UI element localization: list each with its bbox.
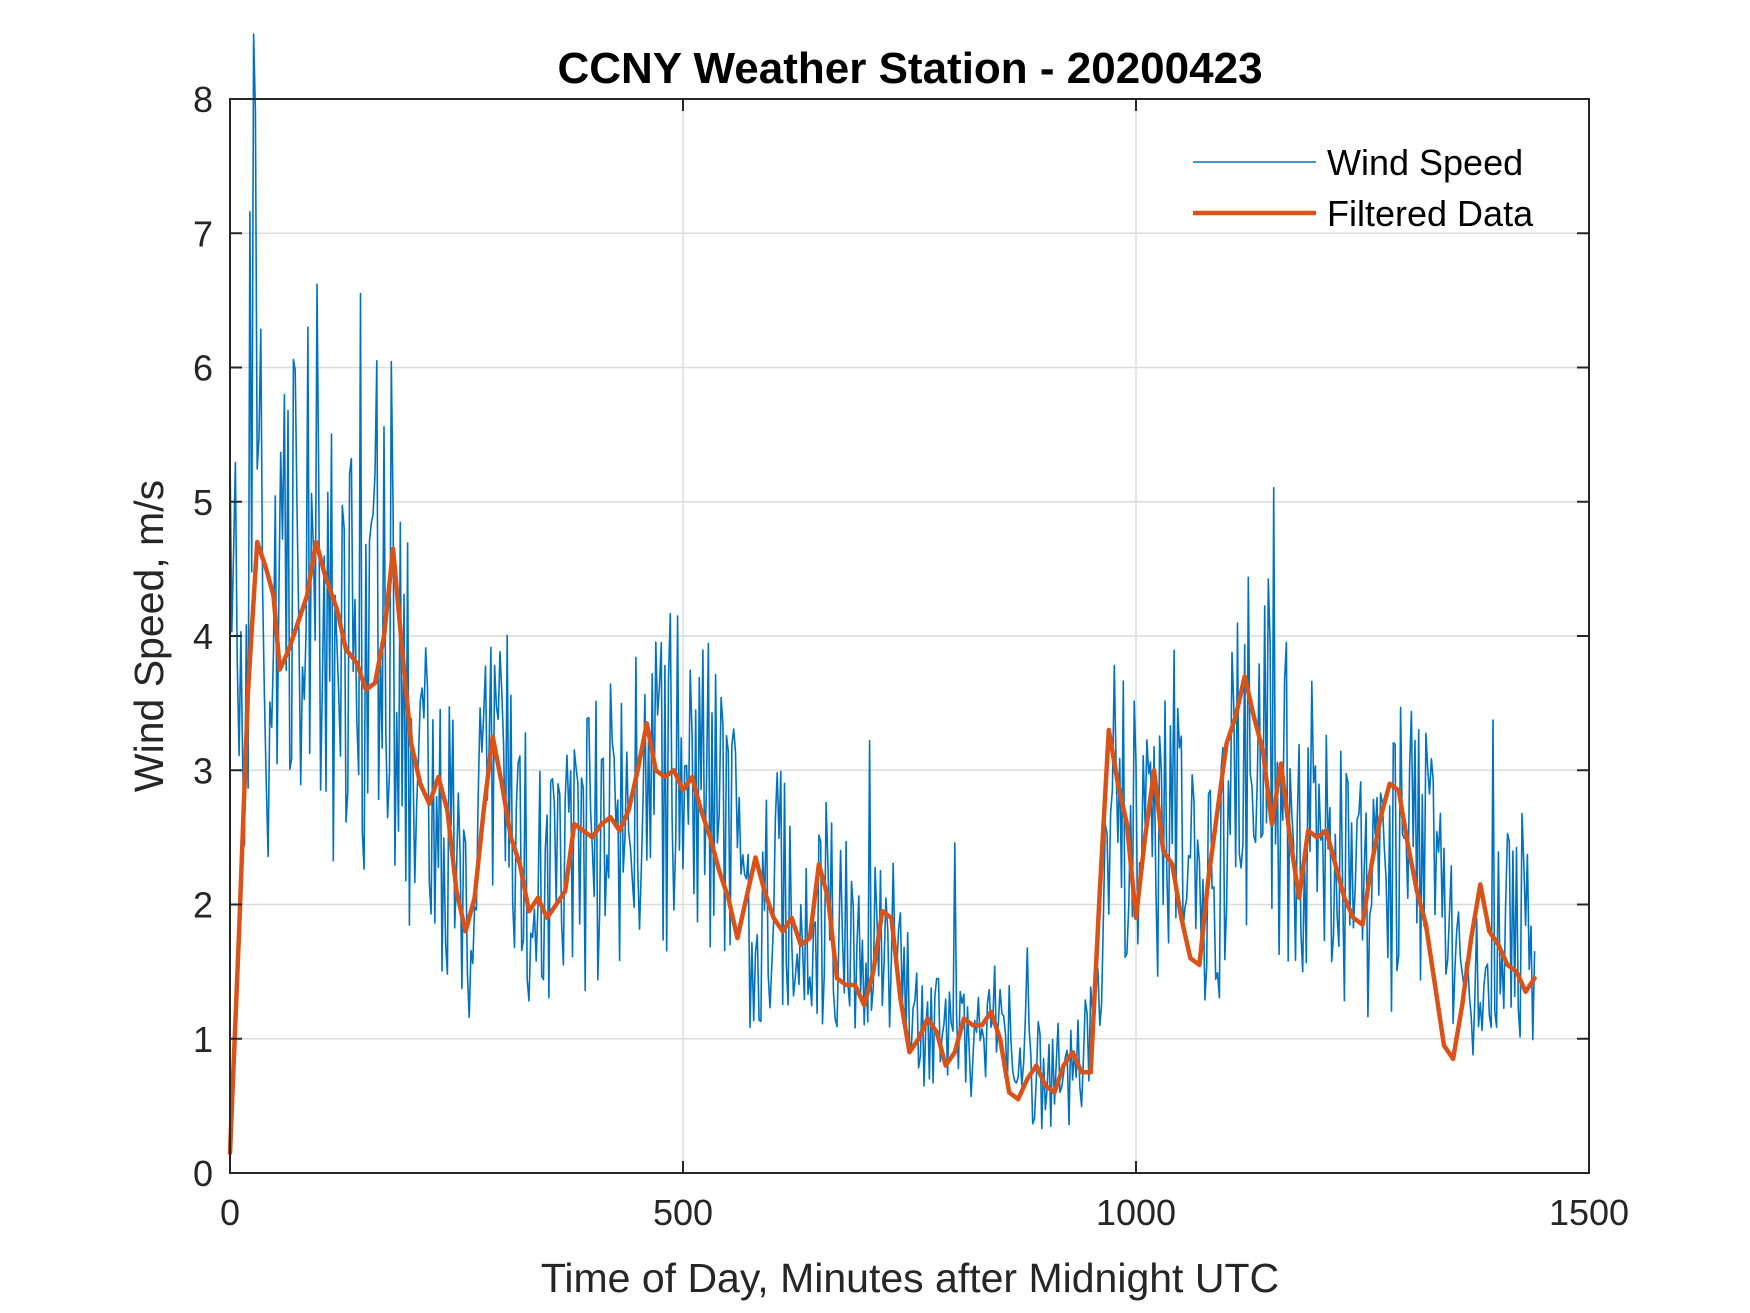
wind-speed-series-line (229, 33, 1536, 1130)
y-tick-label: 3 (193, 750, 213, 791)
tick-labels: 0 500 1000 1500 0 1 2 3 4 5 6 7 8 (193, 79, 1629, 1233)
series-layer (227, 33, 1537, 1156)
y-tick-label: 7 (193, 213, 213, 254)
legend-label-filtered-data: Filtered Data (1327, 193, 1534, 234)
y-tick-label: 2 (193, 885, 213, 926)
y-tick-label: 6 (193, 348, 213, 389)
x-tick-label: 500 (653, 1192, 713, 1233)
x-axis-label: Time of Day, Minutes after Midnight UTC (541, 1255, 1279, 1301)
legend: Wind Speed Filtered Data (1193, 142, 1534, 234)
y-axis-label: Wind Speed, m/s (126, 480, 172, 792)
legend-label-wind-speed: Wind Speed (1327, 142, 1523, 183)
y-tick-label: 1 (193, 1019, 213, 1060)
x-tick-label: 0 (220, 1192, 240, 1233)
y-tick-label: 5 (193, 482, 213, 523)
chart-title: CCNY Weather Station - 20200423 (557, 44, 1262, 93)
x-tick-label: 1000 (1096, 1192, 1176, 1233)
tick-marks (229, 98, 1590, 1174)
x-tick-label: 1500 (1549, 1192, 1629, 1233)
filtered-data-series-line (227, 539, 1537, 1156)
y-tick-label: 0 (193, 1153, 213, 1194)
y-tick-label: 4 (193, 616, 213, 657)
y-tick-label: 8 (193, 79, 213, 120)
